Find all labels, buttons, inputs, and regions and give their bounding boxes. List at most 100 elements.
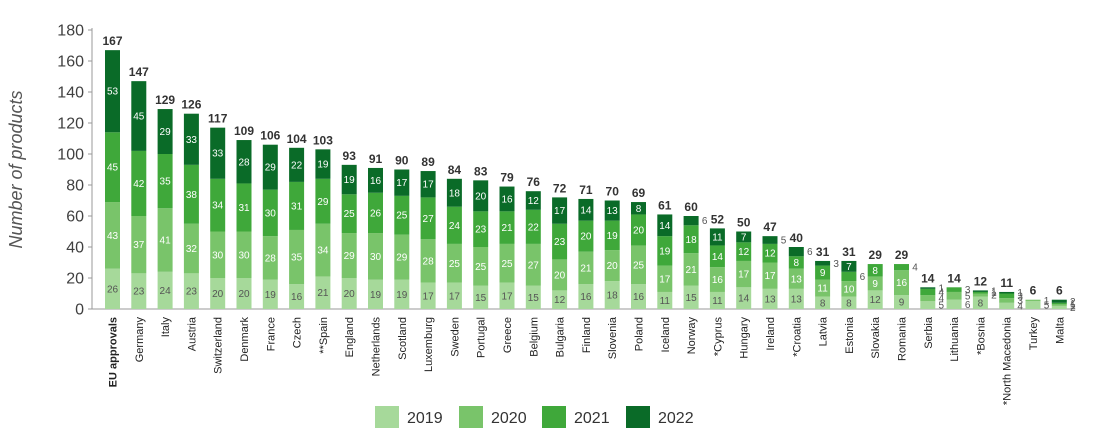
segment-value-label: 19 <box>370 290 382 301</box>
bar-segment-2020 <box>736 260 752 288</box>
bar-segment-2019 <box>499 282 515 309</box>
legend-swatch-2020 <box>459 406 483 428</box>
category-label: Bulgaria <box>555 316 567 357</box>
bar-segment-2020 <box>315 223 331 277</box>
bar-total-label: 117 <box>208 112 228 126</box>
segment-value-label: 1 <box>1017 288 1023 299</box>
bar-total-label: 79 <box>500 171 514 185</box>
category-label: Latvia <box>818 316 830 346</box>
bar-segment-2020 <box>631 245 646 285</box>
bar-segment-2022 <box>499 186 515 212</box>
bar-segment-2020 <box>210 231 226 278</box>
segment-value-label: 8 <box>872 266 878 277</box>
segment-value-label: 5 <box>781 236 787 247</box>
category-label: *North Macedonia <box>1002 316 1014 405</box>
segment-value-label: 31 <box>238 203 250 214</box>
segment-value-label: 6 <box>860 272 866 283</box>
legend-swatch-2021 <box>542 406 566 428</box>
bar-segment-2021 <box>473 211 489 247</box>
bar-total-label: 129 <box>155 93 175 107</box>
segment-value-label: 38 <box>186 190 198 201</box>
segment-value-label: 30 <box>212 250 224 261</box>
category-label: Poland <box>634 317 646 351</box>
segment-value-label: 17 <box>423 291 435 302</box>
segment-value-label: 29 <box>160 127 172 138</box>
category-label: **Spain <box>318 317 330 354</box>
bar-segment-2022 <box>683 216 699 226</box>
segment-value-label: 6 <box>807 247 813 258</box>
bar-segment-2019 <box>368 279 383 309</box>
bar-segment-2022 <box>368 167 383 193</box>
segment-value-label: 30 <box>265 208 277 219</box>
segment-value-label: 5 <box>965 291 971 302</box>
bar-total-label: 11 <box>1000 276 1013 290</box>
segment-value-label: 11 <box>817 284 828 295</box>
segment-value-label: 19 <box>317 160 329 171</box>
bar-segment-2021 <box>315 178 331 224</box>
segment-value-label: 7 <box>846 262 852 273</box>
bar-segment-2021 <box>289 181 305 230</box>
segment-value-label: 7 <box>741 232 747 243</box>
bar-segment-2020 <box>368 233 383 280</box>
bar-segment-2019 <box>683 285 699 309</box>
segment-value-label: 14 <box>580 205 592 216</box>
legend-label: 2020 <box>491 410 527 427</box>
y-tick-label: 0 <box>75 302 84 319</box>
bar-segment-2021 <box>236 183 252 232</box>
segment-value-label: 35 <box>291 253 303 264</box>
segment-value-label: 33 <box>186 135 198 146</box>
segment-value-label: 12 <box>738 247 750 258</box>
segment-value-label: 27 <box>423 214 435 225</box>
bar-segment-2022 <box>709 228 725 246</box>
segment-value-label: 25 <box>633 260 645 271</box>
segment-value-label: 25 <box>475 262 487 273</box>
bar-segment-2022 <box>604 200 620 221</box>
bar-segment-2021 <box>499 211 515 244</box>
bar-segment-2019 <box>657 291 673 309</box>
bar-segment-2020 <box>262 236 278 280</box>
segment-value-label: 4 <box>1017 301 1023 312</box>
segment-value-label: 42 <box>133 179 145 190</box>
segment-value-label: 20 <box>344 289 356 300</box>
bar-segment-2019 <box>210 278 226 309</box>
bar-segment-2019 <box>131 273 147 309</box>
bar-segment-2019 <box>867 290 883 309</box>
category-label: Austria <box>186 316 198 351</box>
segment-value-label: 15 <box>475 293 487 304</box>
segment-value-label: 20 <box>212 289 224 300</box>
bar-segment-2022 <box>446 178 462 207</box>
bar-segment-2020 <box>841 281 857 297</box>
segment-value-label: 30 <box>238 250 250 261</box>
segment-value-label: 19 <box>265 290 277 301</box>
bar-segment-2020 <box>657 265 673 292</box>
bar-segment-2019 <box>183 273 199 309</box>
bar-total-label: 76 <box>527 175 541 189</box>
bar-segment-2022 <box>157 109 173 154</box>
category-label: Turkey <box>1028 317 1040 351</box>
segment-value-label: 14 <box>738 294 750 305</box>
segment-value-label: 20 <box>633 225 645 236</box>
bar-segment-2019 <box>709 291 725 309</box>
segment-value-label: 19 <box>607 231 619 242</box>
segment-value-label: 9 <box>820 268 826 279</box>
segment-value-label: 4 <box>939 287 945 298</box>
bar-segment-2020 <box>552 259 568 291</box>
bar-segment-2020 <box>446 243 462 283</box>
bar-total-label: 106 <box>260 129 280 143</box>
bar-segment-2019 <box>1025 301 1041 309</box>
segment-value-label: 32 <box>186 244 198 255</box>
bar-segment-2020 <box>999 298 1015 303</box>
bar-segment-2019 <box>446 282 462 309</box>
bar-segment-2020 <box>815 279 831 297</box>
segment-value-label: 12 <box>554 295 566 306</box>
bar-segment-2020 <box>762 262 778 289</box>
segment-value-label: 20 <box>238 289 250 300</box>
bar-segment-2019 <box>841 296 857 309</box>
bar-segment-2020 <box>131 216 147 274</box>
segment-value-label: 5 <box>1044 301 1050 312</box>
y-tick-label: 20 <box>66 271 84 288</box>
bar-segment-2021 <box>210 178 226 232</box>
category-label: Malta <box>1054 316 1066 344</box>
bar-segment-2020 <box>604 250 620 282</box>
segment-value-label: 3 <box>1017 291 1023 302</box>
